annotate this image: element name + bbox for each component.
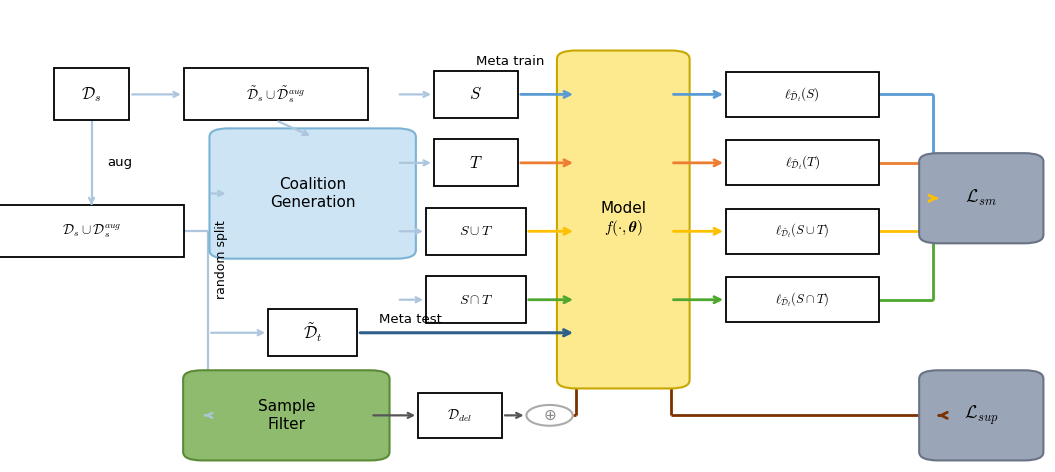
- Text: $\mathcal{D}_s \cup \mathcal{D}_s^{aug}$: $\mathcal{D}_s \cup \mathcal{D}_s^{aug}$: [62, 222, 121, 240]
- FancyBboxPatch shape: [426, 276, 525, 323]
- FancyBboxPatch shape: [726, 72, 879, 117]
- Text: $\tilde{\mathcal{D}}_t$: $\tilde{\mathcal{D}}_t$: [303, 321, 323, 344]
- Text: $S \cap T$: $S \cap T$: [459, 293, 493, 307]
- Text: Meta test: Meta test: [379, 313, 442, 326]
- Text: Meta train: Meta train: [476, 55, 544, 68]
- Text: $\tilde{\mathcal{D}}_s \cup \tilde{\mathcal{D}}_s^{aug}$: $\tilde{\mathcal{D}}_s \cup \tilde{\math…: [246, 84, 306, 105]
- Text: $\mathcal{L}_{sm}$: $\mathcal{L}_{sm}$: [965, 188, 997, 208]
- Text: Sample
Filter: Sample Filter: [257, 399, 315, 431]
- Text: $\mathcal{D}_s$: $\mathcal{D}_s$: [81, 85, 101, 104]
- FancyBboxPatch shape: [919, 153, 1043, 244]
- Text: $\mathcal{D}_{del}$: $\mathcal{D}_{del}$: [447, 407, 473, 423]
- Text: Coalition
Generation: Coalition Generation: [270, 177, 356, 210]
- FancyBboxPatch shape: [919, 370, 1043, 461]
- FancyBboxPatch shape: [726, 278, 879, 322]
- Text: $S \cup T$: $S \cup T$: [459, 224, 493, 238]
- FancyBboxPatch shape: [54, 68, 130, 120]
- Text: Model
$f(\cdot, \boldsymbol{\theta})$: Model $f(\cdot, \boldsymbol{\theta})$: [600, 201, 647, 238]
- FancyBboxPatch shape: [426, 208, 525, 255]
- Text: aug: aug: [108, 156, 133, 169]
- FancyBboxPatch shape: [726, 209, 879, 254]
- Circle shape: [526, 405, 573, 426]
- Text: $S$: $S$: [469, 85, 482, 103]
- FancyBboxPatch shape: [726, 141, 879, 185]
- FancyBboxPatch shape: [418, 393, 502, 438]
- FancyBboxPatch shape: [184, 370, 389, 461]
- Text: $T$: $T$: [469, 154, 483, 172]
- Text: $\ell_{\tilde{\mathcal{D}}_t}(S)$: $\ell_{\tilde{\mathcal{D}}_t}(S)$: [784, 85, 820, 104]
- FancyBboxPatch shape: [210, 128, 416, 259]
- FancyBboxPatch shape: [184, 68, 368, 120]
- Text: $\mathcal{L}_{sup}$: $\mathcal{L}_{sup}$: [964, 404, 999, 427]
- FancyBboxPatch shape: [0, 205, 184, 257]
- FancyBboxPatch shape: [557, 51, 690, 388]
- Text: $\ell_{\tilde{\mathcal{D}}_t}(S \cup T)$: $\ell_{\tilde{\mathcal{D}}_t}(S \cup T)$: [775, 222, 829, 240]
- FancyBboxPatch shape: [434, 71, 518, 118]
- Text: $\oplus$: $\oplus$: [543, 408, 556, 423]
- FancyBboxPatch shape: [268, 309, 358, 356]
- Text: $\ell_{\tilde{\mathcal{D}}_t}(S \cap T)$: $\ell_{\tilde{\mathcal{D}}_t}(S \cap T)$: [775, 291, 829, 309]
- Text: $\ell_{\tilde{\mathcal{D}}_t}(T)$: $\ell_{\tilde{\mathcal{D}}_t}(T)$: [785, 153, 820, 172]
- Text: random split: random split: [215, 220, 228, 299]
- FancyBboxPatch shape: [434, 139, 518, 186]
